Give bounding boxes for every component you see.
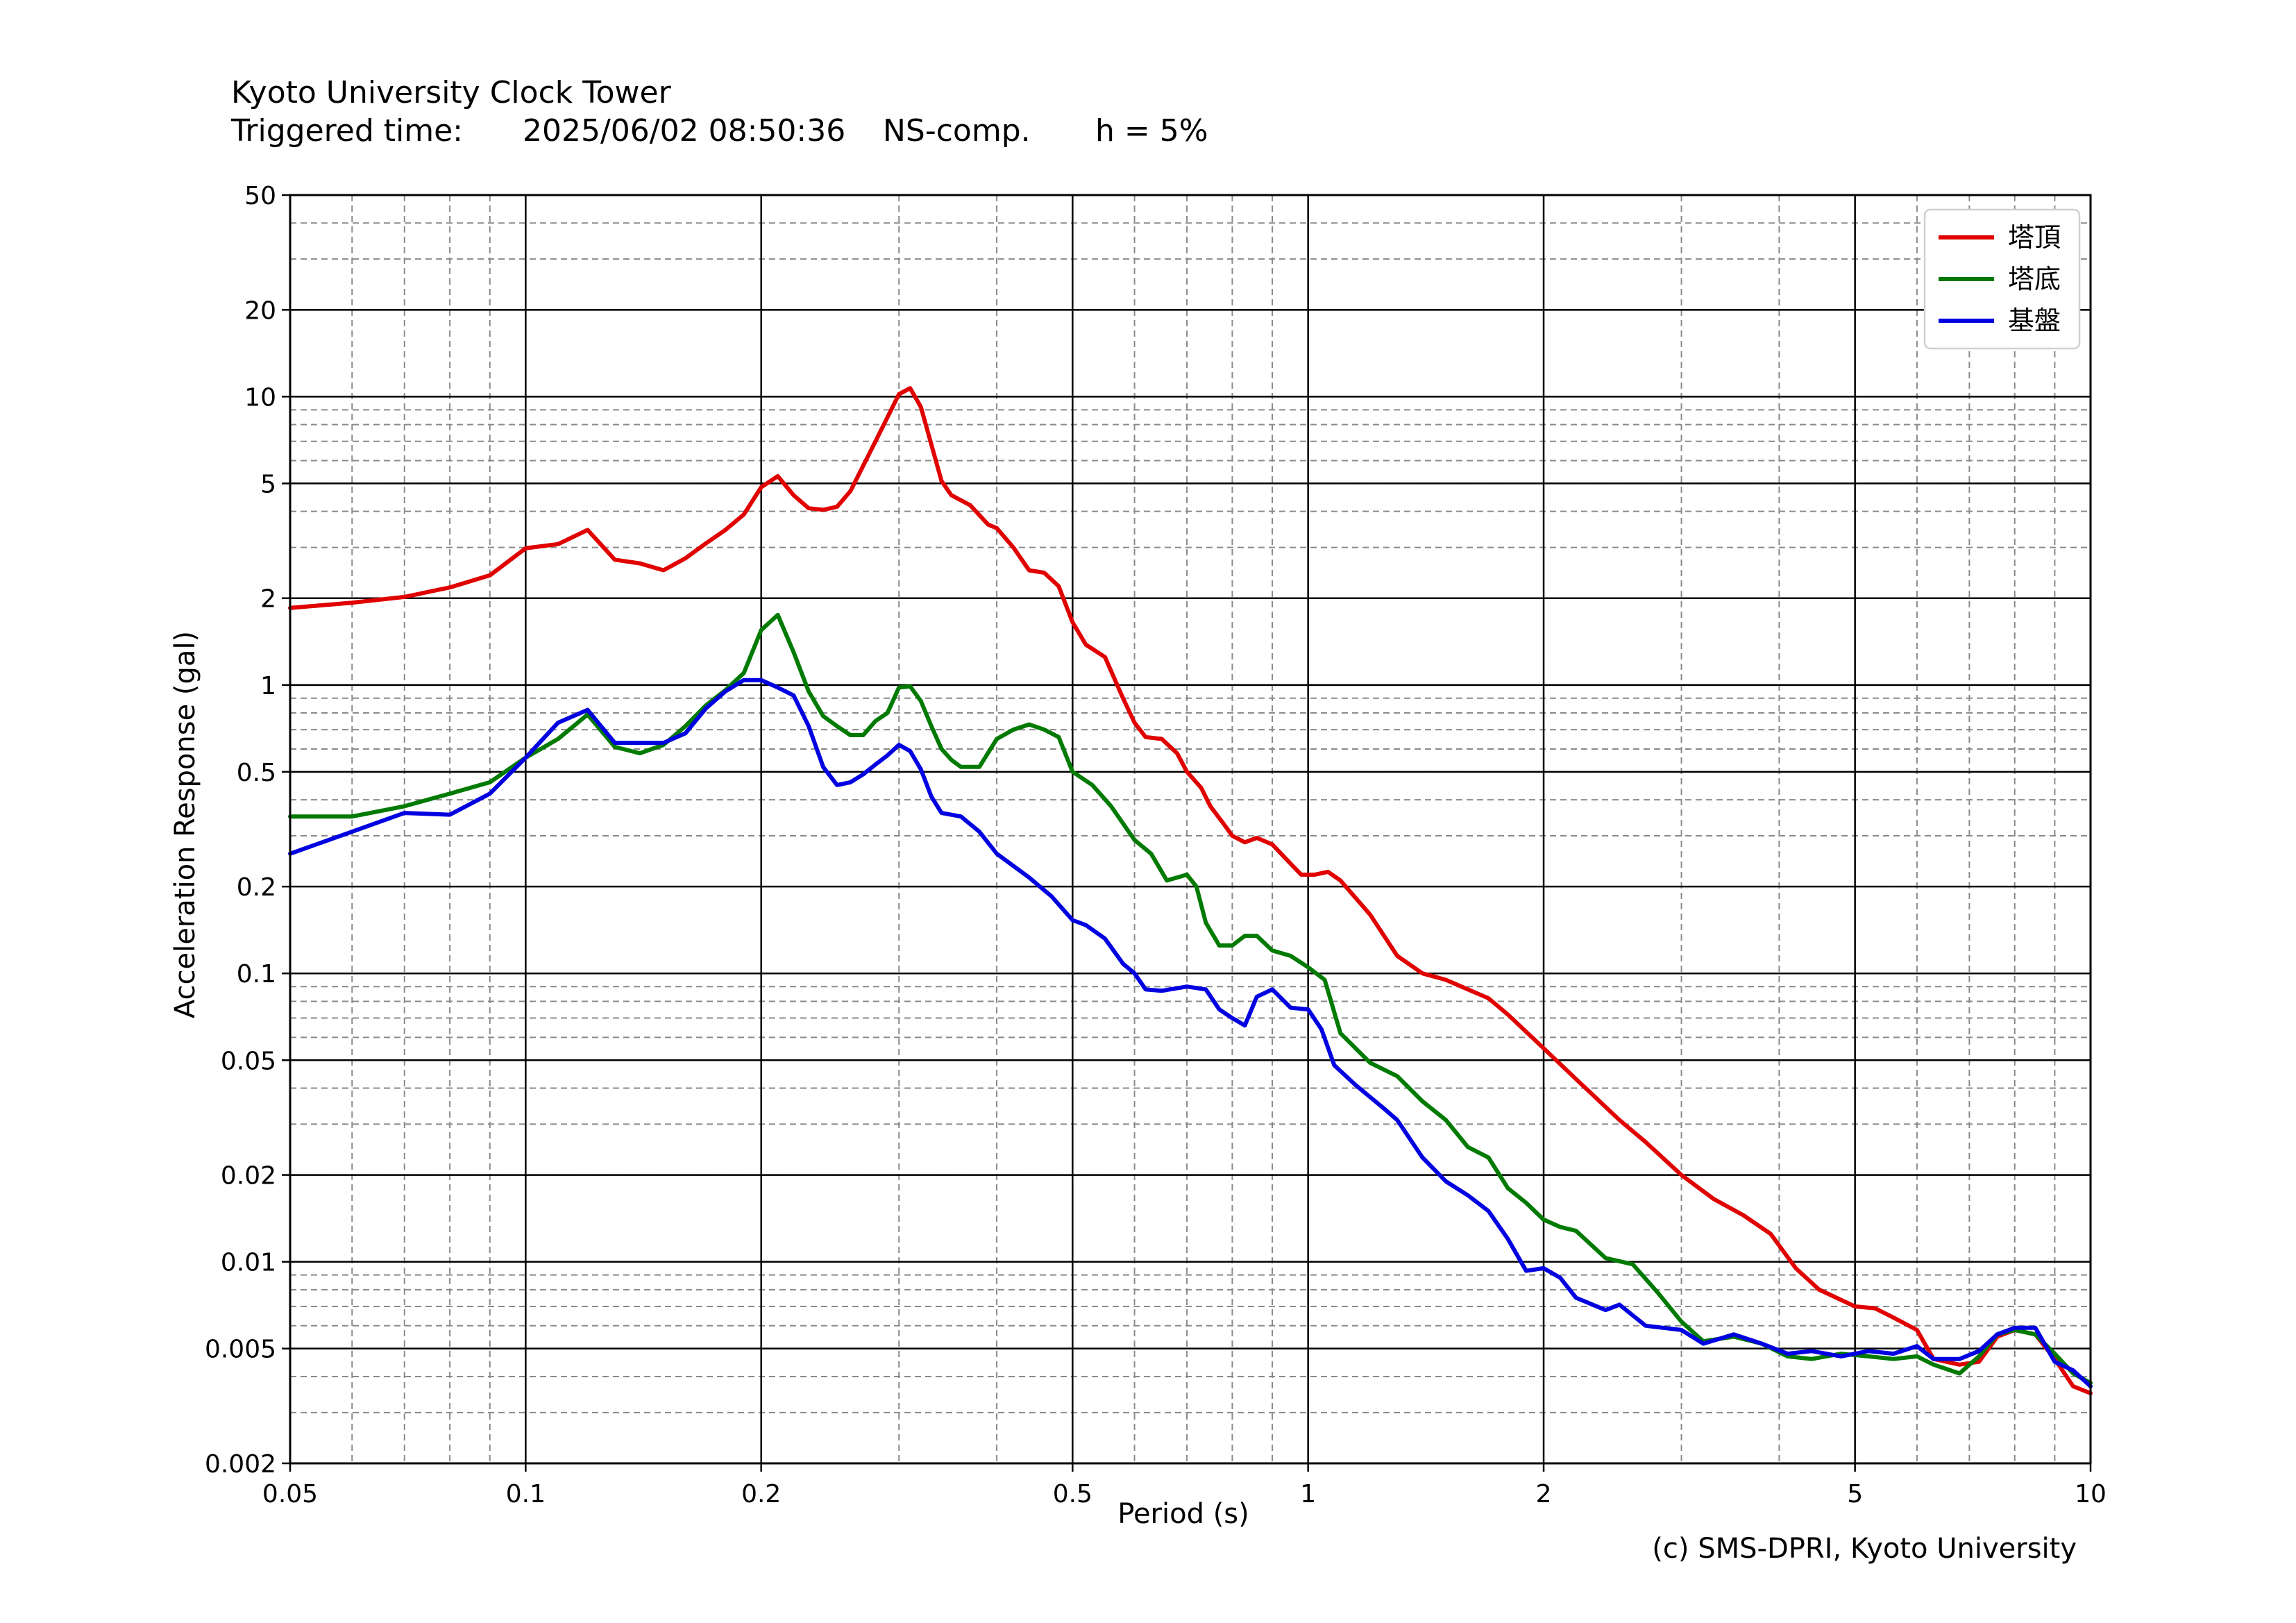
x-tick-label: 10 xyxy=(2075,1480,2107,1508)
y-axis-ticks: 0.002 0.005 0.01 0.02 0.05 0.1 0.2 0.5 1 2 5 10 20 50 xyxy=(205,182,290,1479)
x-tick-label: 0.5 xyxy=(1053,1480,1092,1508)
y-tick-label: 0.005 xyxy=(205,1336,276,1364)
x-tick-label: 5 xyxy=(1847,1480,1863,1508)
legend-label: 塔底 xyxy=(2008,264,2061,294)
y-tick-label: 10 xyxy=(244,383,276,412)
x-tick-label: 0.2 xyxy=(741,1480,781,1508)
legend-box xyxy=(1923,208,2081,350)
y-tick-label: 2 xyxy=(260,585,276,614)
y-axis-title: Acceleration Response (gal) xyxy=(169,631,201,1018)
triggered-time: 2025/06/02 08:50:36 xyxy=(523,113,846,149)
y-tick-label: 0.05 xyxy=(221,1047,276,1075)
series-line-1 xyxy=(288,386,2093,1395)
series-line-3 xyxy=(288,678,2093,1388)
triggered-label: Triggered time: xyxy=(231,113,463,149)
y-tick-label: 1 xyxy=(260,672,276,700)
y-tick-label: 0.002 xyxy=(205,1450,276,1479)
x-tick-label: 2 xyxy=(1536,1480,1552,1508)
legend-label: 基盤 xyxy=(2008,305,2061,336)
y-tick-label: 0.1 xyxy=(237,960,276,989)
copyright-text: (c) SMS-DPRI, Kyoto University xyxy=(1652,1533,2077,1565)
station-title: Kyoto University Clock Tower xyxy=(231,75,671,110)
x-axis-ticks: 0.05 0.1 0.2 0.5 1 2 5 10 xyxy=(262,1463,2107,1508)
component-label: NS-comp. xyxy=(883,113,1031,149)
damping-label: h = 5% xyxy=(1095,113,1208,149)
y-tick-label: 5 xyxy=(260,470,276,498)
y-tick-label: 20 xyxy=(244,296,276,325)
y-tick-label: 0.01 xyxy=(221,1249,276,1277)
legend-label: 塔頂 xyxy=(2008,222,2061,253)
x-tick-label: 0.1 xyxy=(506,1480,546,1508)
y-tick-label: 50 xyxy=(244,182,276,210)
x-axis-title: Period (s) xyxy=(1117,1498,1249,1530)
series-layer xyxy=(288,386,2093,1395)
y-tick-label: 0.2 xyxy=(237,873,276,902)
y-tick-label: 0.02 xyxy=(221,1162,276,1191)
x-tick-label: 0.05 xyxy=(262,1480,318,1508)
x-tick-label: 1 xyxy=(1300,1480,1316,1508)
major-grid xyxy=(289,194,2092,1465)
plot-frame xyxy=(289,194,2092,1465)
minor-grid xyxy=(289,194,2091,1464)
y-tick-label: 0.5 xyxy=(237,759,276,787)
